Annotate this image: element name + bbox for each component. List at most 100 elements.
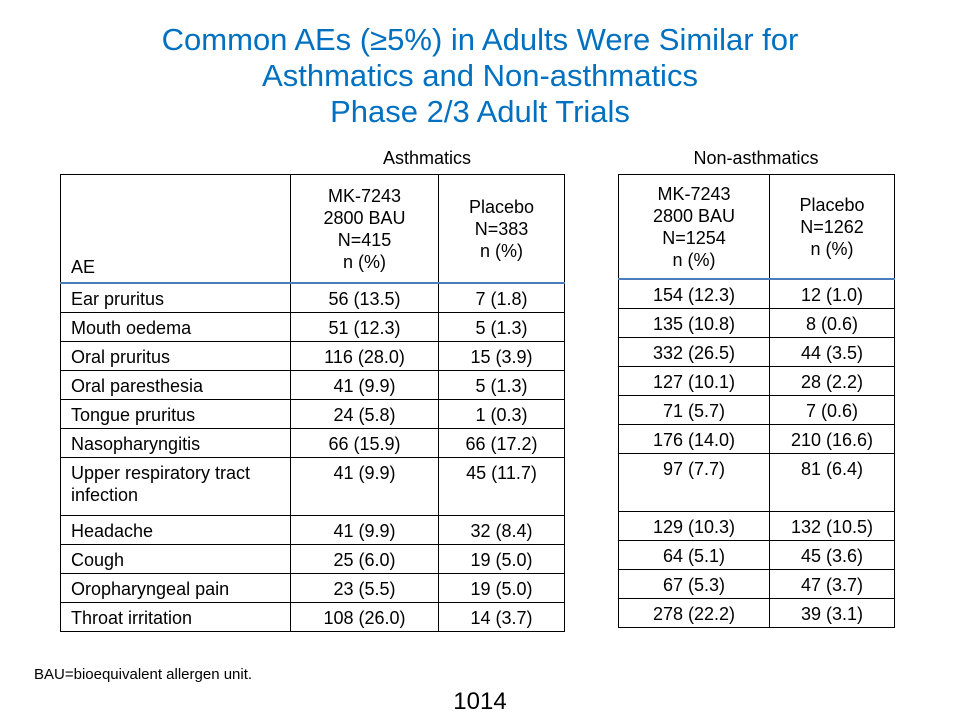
mk-column-header: MK-7243 2800 BAU N=1254 n (%) — [618, 174, 770, 280]
table-row: Oral paresthesia 41 (9.9) 5 (1.3) — [60, 369, 565, 400]
mk-cell: 56 (13.5) — [290, 282, 439, 313]
ae-cell: Nasopharyngitis — [60, 427, 291, 458]
ae-cell: Oral paresthesia — [60, 369, 291, 400]
table-row: 154 (12.3) 12 (1.0) — [618, 278, 895, 309]
ae-cell: Upper respiratory tract infection — [60, 456, 291, 516]
placebo-cell: 14 (3.7) — [438, 601, 565, 632]
header-line: N=383 — [474, 218, 529, 239]
mk-cell: 129 (10.3) — [618, 510, 770, 541]
mk-cell: 41 (9.9) — [290, 369, 439, 400]
table-row: Oral pruritus 116 (28.0) 15 (3.9) — [60, 340, 565, 371]
placebo-cell: 81 (6.4) — [769, 452, 895, 512]
placebo-cell: 5 (1.3) — [438, 369, 565, 400]
mk-cell: 176 (14.0) — [618, 423, 770, 454]
placebo-cell: 47 (3.7) — [769, 568, 895, 599]
mk-cell: 24 (5.8) — [290, 398, 439, 429]
placebo-cell: 66 (17.2) — [438, 427, 565, 458]
page-number: 1014 — [453, 688, 507, 715]
placebo-column-header: Placebo N=1262 n (%) — [769, 174, 895, 280]
placebo-cell: 19 (5.0) — [438, 572, 565, 603]
slide-title-line: Asthmatics and Non-asthmatics — [262, 58, 698, 93]
mk-column-header: MK-7243 2800 BAU N=415 n (%) — [290, 174, 439, 284]
header-line: MK-7243 — [327, 185, 402, 206]
non-asthmatics-table: MK-7243 2800 BAU N=1254 n (%) Placebo N=… — [618, 174, 895, 628]
ae-column-header: AE — [60, 174, 291, 284]
table-row: 332 (26.5) 44 (3.5) — [618, 336, 895, 367]
mk-cell: 51 (12.3) — [290, 311, 439, 342]
asthmatics-table: AE MK-7243 2800 BAU N=415 n (%) Placebo … — [60, 174, 565, 632]
mk-cell: 64 (5.1) — [618, 539, 770, 570]
placebo-cell: 132 (10.5) — [769, 510, 895, 541]
table-row: Ear pruritus 56 (13.5) 7 (1.8) — [60, 282, 565, 313]
non-asthmatics-group-heading: Non-asthmatics — [693, 148, 819, 168]
slide-title-line: Common AEs (≥5%) in Adults Were Similar … — [161, 22, 799, 57]
table-header-row: AE MK-7243 2800 BAU N=415 n (%) Placebo … — [60, 174, 565, 284]
mk-cell: 154 (12.3) — [618, 278, 770, 309]
mk-cell: 278 (22.2) — [618, 597, 770, 628]
header-line: 2800 BAU — [652, 205, 736, 226]
header-line: n (%) — [810, 238, 854, 259]
header-line: n (%) — [672, 249, 716, 270]
ae-cell: Oropharyngeal pain — [60, 572, 291, 603]
header-line: N=1262 — [800, 216, 864, 237]
mk-cell: 97 (7.7) — [618, 452, 770, 512]
placebo-column-header: Placebo N=383 n (%) — [438, 174, 565, 284]
table-row: Mouth oedema 51 (12.3) 5 (1.3) — [60, 311, 565, 342]
table-row: Throat irritation 108 (26.0) 14 (3.7) — [60, 601, 565, 632]
table-row: 278 (22.2) 39 (3.1) — [618, 597, 895, 628]
placebo-cell: 1 (0.3) — [438, 398, 565, 429]
mk-cell: 71 (5.7) — [618, 394, 770, 425]
table-row: 67 (5.3) 47 (3.7) — [618, 568, 895, 599]
table-row: 129 (10.3) 132 (10.5) — [618, 510, 895, 541]
ae-cell: Oral pruritus — [60, 340, 291, 371]
table-row: 64 (5.1) 45 (3.6) — [618, 539, 895, 570]
header-line: N=415 — [337, 229, 392, 250]
ae-cell: Cough — [60, 543, 291, 574]
mk-cell: 41 (9.9) — [290, 456, 439, 516]
table-row: 135 (10.8) 8 (0.6) — [618, 307, 895, 338]
slide-title-line: Phase 2/3 Adult Trials — [330, 94, 630, 129]
ae-cell: Headache — [60, 514, 291, 545]
mk-cell: 41 (9.9) — [290, 514, 439, 545]
table-row: Nasopharyngitis 66 (15.9) 66 (17.2) — [60, 427, 565, 458]
mk-cell: 116 (28.0) — [290, 340, 439, 371]
placebo-cell: 8 (0.6) — [769, 307, 895, 338]
header-line: N=1254 — [662, 227, 726, 248]
table-row: Oropharyngeal pain 23 (5.5) 19 (5.0) — [60, 572, 565, 603]
mk-cell: 135 (10.8) — [618, 307, 770, 338]
footnote: BAU=bioequivalent allergen unit. — [34, 666, 253, 683]
placebo-cell: 7 (0.6) — [769, 394, 895, 425]
ae-cell: Ear pruritus — [60, 282, 291, 313]
slide-title: Common AEs (≥5%) in Adults Were Similar … — [0, 22, 960, 130]
table-row: Upper respiratory tract infection 41 (9.… — [60, 456, 565, 516]
placebo-cell: 5 (1.3) — [438, 311, 565, 342]
mk-cell: 127 (10.1) — [618, 365, 770, 396]
placebo-cell: 19 (5.0) — [438, 543, 565, 574]
placebo-cell: 32 (8.4) — [438, 514, 565, 545]
table-row: 127 (10.1) 28 (2.2) — [618, 365, 895, 396]
placebo-cell: 44 (3.5) — [769, 336, 895, 367]
mk-cell: 108 (26.0) — [290, 601, 439, 632]
header-line: n (%) — [342, 251, 386, 272]
header-line: Placebo — [799, 194, 865, 215]
mk-cell: 25 (6.0) — [290, 543, 439, 574]
placebo-cell: 12 (1.0) — [769, 278, 895, 309]
header-line: n (%) — [479, 240, 523, 261]
ae-cell: Tongue pruritus — [60, 398, 291, 429]
table-row: Headache 41 (9.9) 32 (8.4) — [60, 514, 565, 545]
header-line: 2800 BAU — [323, 207, 406, 228]
placebo-cell: 45 (3.6) — [769, 539, 895, 570]
table-row: 71 (5.7) 7 (0.6) — [618, 394, 895, 425]
asthmatics-group-heading: Asthmatics — [382, 148, 472, 168]
mk-cell: 67 (5.3) — [618, 568, 770, 599]
mk-cell: 66 (15.9) — [290, 427, 439, 458]
ae-cell: Mouth oedema — [60, 311, 291, 342]
mk-cell: 332 (26.5) — [618, 336, 770, 367]
mk-cell: 23 (5.5) — [290, 572, 439, 603]
header-line: MK-7243 — [657, 183, 731, 204]
table-row: Tongue pruritus 24 (5.8) 1 (0.3) — [60, 398, 565, 429]
placebo-cell: 210 (16.6) — [769, 423, 895, 454]
header-line: Placebo — [468, 196, 535, 217]
placebo-cell: 15 (3.9) — [438, 340, 565, 371]
table-row: 176 (14.0) 210 (16.6) — [618, 423, 895, 454]
